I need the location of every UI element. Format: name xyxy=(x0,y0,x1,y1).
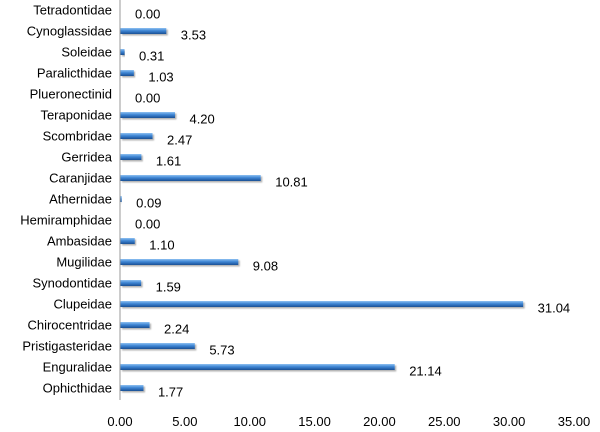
x-tick-label: 35.00 xyxy=(558,414,591,429)
value-label: 21.14 xyxy=(409,364,442,379)
value-label: 0.00 xyxy=(135,7,160,22)
value-label: 1.03 xyxy=(148,70,173,85)
value-label: 0.31 xyxy=(139,49,164,64)
category-label: Enguralidae xyxy=(43,360,112,375)
bar xyxy=(120,322,150,328)
bar xyxy=(120,196,122,202)
bar xyxy=(120,49,125,55)
value-label: 1.77 xyxy=(158,385,183,400)
category-label: Clupeidae xyxy=(53,297,112,312)
bar xyxy=(120,28,167,34)
bar xyxy=(120,133,153,139)
x-tick-label: 30.00 xyxy=(493,414,526,429)
category-label: Gerridea xyxy=(61,150,112,165)
bar xyxy=(120,112,175,118)
x-tick-label: 10.00 xyxy=(233,414,266,429)
category-label: Paralicthidae xyxy=(37,66,112,81)
value-label: 3.53 xyxy=(181,28,206,43)
value-label: 0.00 xyxy=(135,91,160,106)
value-label: 1.10 xyxy=(149,238,174,253)
x-tick-label: 5.00 xyxy=(172,414,197,429)
bar xyxy=(120,364,395,370)
bar xyxy=(120,175,261,181)
x-tick-label: 25.00 xyxy=(428,414,461,429)
x-tick-label: 20.00 xyxy=(363,414,396,429)
x-tick-label: 0.00 xyxy=(107,414,132,429)
category-label: Scombridae xyxy=(43,129,112,144)
value-label: 31.04 xyxy=(538,301,571,316)
bar xyxy=(120,280,142,286)
category-label: Ophicthidae xyxy=(43,381,112,396)
value-label: 9.08 xyxy=(253,259,278,274)
category-label: Athernidae xyxy=(49,192,112,207)
value-label: 1.59 xyxy=(156,280,181,295)
value-label: 5.73 xyxy=(209,343,234,358)
category-label: Tetradontidae xyxy=(33,3,112,18)
bar xyxy=(120,301,524,307)
value-label: 2.24 xyxy=(164,322,189,337)
value-label: 0.00 xyxy=(135,217,160,232)
category-label: Synodontidae xyxy=(32,276,112,291)
category-label: Soleidae xyxy=(61,45,112,60)
bar xyxy=(120,70,134,76)
x-tick-label: 15.00 xyxy=(298,414,331,429)
bar xyxy=(120,238,135,244)
category-label: Teraponidae xyxy=(40,108,112,123)
category-label: Mugilidae xyxy=(56,255,112,270)
value-label: 4.20 xyxy=(189,112,214,127)
bar xyxy=(120,154,142,160)
value-label: 10.81 xyxy=(275,175,308,190)
category-label: Cynoglassidae xyxy=(27,24,112,39)
bar xyxy=(120,343,195,349)
value-label: 1.61 xyxy=(156,154,181,169)
category-label: Caranjidae xyxy=(49,171,112,186)
bar xyxy=(120,385,144,391)
value-label: 2.47 xyxy=(167,133,192,148)
bar xyxy=(120,259,239,265)
category-label: Plueronectinid xyxy=(30,87,112,102)
category-label: Ambasidae xyxy=(47,234,112,249)
value-label: 0.09 xyxy=(136,196,161,211)
category-label: Pristigasteridae xyxy=(22,339,112,354)
category-label: Chirocentridae xyxy=(27,318,112,333)
category-label: Hemiramphidae xyxy=(20,213,112,228)
